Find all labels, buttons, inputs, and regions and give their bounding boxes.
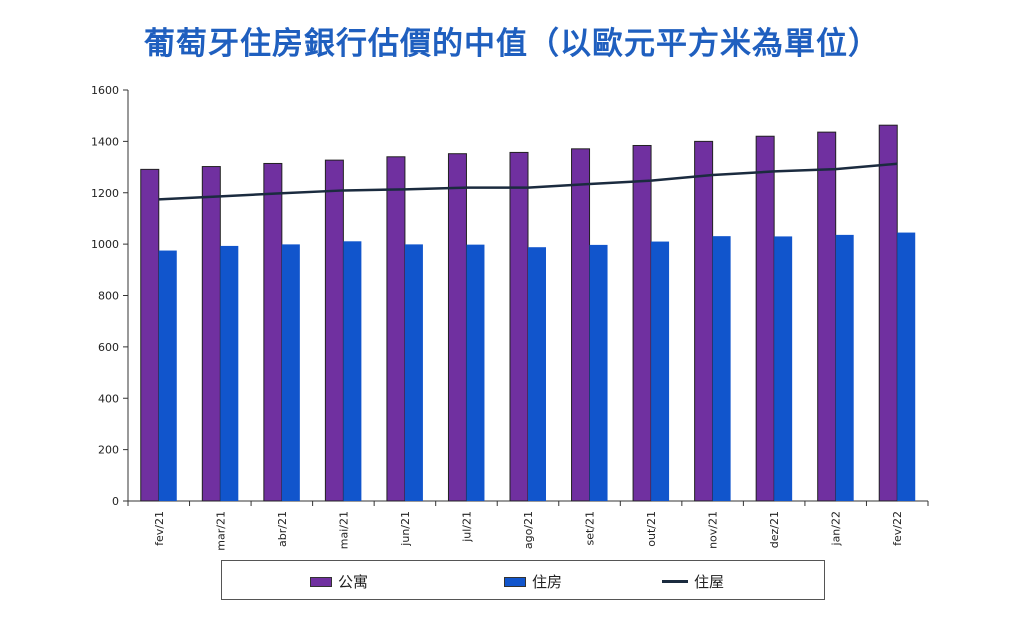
tick-labels: 0 200 400 600 800 1000 1200 1400 1600 fev/21 mar/2… bbox=[91, 84, 904, 551]
legend-item-dwelling: 住屋 bbox=[662, 571, 724, 592]
x-tick-label: mar/21 bbox=[214, 511, 227, 551]
x-tick-label: fev/22 bbox=[891, 511, 904, 546]
legend-item-house: 住房 bbox=[504, 571, 562, 592]
y-tick-label: 600 bbox=[98, 341, 119, 354]
y-tick-label: 400 bbox=[98, 392, 119, 405]
bars bbox=[140, 124, 916, 502]
legend-swatch-house bbox=[504, 576, 526, 587]
legend-label-apartment: 公寓 bbox=[338, 573, 369, 591]
x-tick-label: nov/21 bbox=[707, 511, 720, 549]
legend: 公寓 住房 住屋 bbox=[221, 560, 825, 600]
bar-house bbox=[897, 232, 916, 502]
legend-swatch-apartment bbox=[310, 576, 332, 587]
x-tick-label: set/21 bbox=[584, 511, 597, 546]
bar-apartment bbox=[509, 151, 529, 502]
bar-apartment bbox=[571, 148, 591, 502]
legend-swatch-dwelling bbox=[662, 580, 688, 583]
line-dwelling bbox=[158, 162, 898, 201]
x-tick-label: jan/22 bbox=[830, 511, 843, 546]
line-series bbox=[158, 162, 898, 201]
bar-apartment bbox=[263, 162, 283, 502]
bar-house bbox=[835, 234, 854, 501]
bar-house bbox=[589, 244, 608, 501]
legend-label-dwelling: 住屋 bbox=[694, 573, 725, 591]
y-tick-label: 200 bbox=[98, 444, 119, 457]
bar-apartment bbox=[694, 140, 714, 502]
x-tick-label: jun/21 bbox=[399, 511, 412, 547]
legend-label-house: 住房 bbox=[532, 573, 563, 591]
y-tick-label: 800 bbox=[98, 290, 119, 303]
bar-house bbox=[528, 247, 546, 501]
bar-apartment bbox=[386, 156, 406, 502]
bar-house bbox=[651, 241, 670, 501]
x-tick-label: jul/21 bbox=[460, 511, 473, 543]
bar-house bbox=[343, 241, 362, 501]
bar-house bbox=[220, 245, 239, 501]
bar-apartment bbox=[755, 135, 775, 502]
bar-apartment bbox=[140, 168, 160, 502]
bar-apartment bbox=[201, 166, 221, 502]
x-tick-label: abr/21 bbox=[276, 511, 289, 547]
y-tick-label: 1000 bbox=[91, 238, 119, 251]
legend-item-apartment: 公寓 bbox=[310, 571, 368, 592]
y-tick-label: 1200 bbox=[91, 187, 119, 200]
bar-house bbox=[712, 236, 731, 502]
x-tick-label: out/21 bbox=[645, 511, 658, 547]
y-tick-label: 1600 bbox=[91, 84, 119, 97]
bar-house bbox=[281, 244, 300, 501]
bar-house bbox=[404, 244, 423, 501]
bar-house bbox=[158, 250, 177, 501]
bar-house bbox=[774, 236, 793, 501]
x-tick-label: fev/21 bbox=[153, 511, 166, 546]
bar-house bbox=[466, 244, 485, 502]
y-tick-label: 0 bbox=[112, 495, 119, 508]
x-tick-label: mai/21 bbox=[337, 511, 350, 549]
bar-apartment bbox=[632, 144, 652, 502]
bar-apartment bbox=[447, 153, 467, 502]
chart-title: 葡萄牙住房銀行估價的中值（以歐元平方米為單位） bbox=[144, 26, 880, 62]
x-tick-label: ago/21 bbox=[522, 511, 535, 549]
bar-apartment bbox=[878, 124, 898, 502]
y-tick-label: 1400 bbox=[91, 135, 119, 148]
x-tick-label: dez/21 bbox=[768, 511, 781, 548]
bar-apartment bbox=[324, 159, 344, 502]
bar-apartment bbox=[817, 131, 837, 502]
